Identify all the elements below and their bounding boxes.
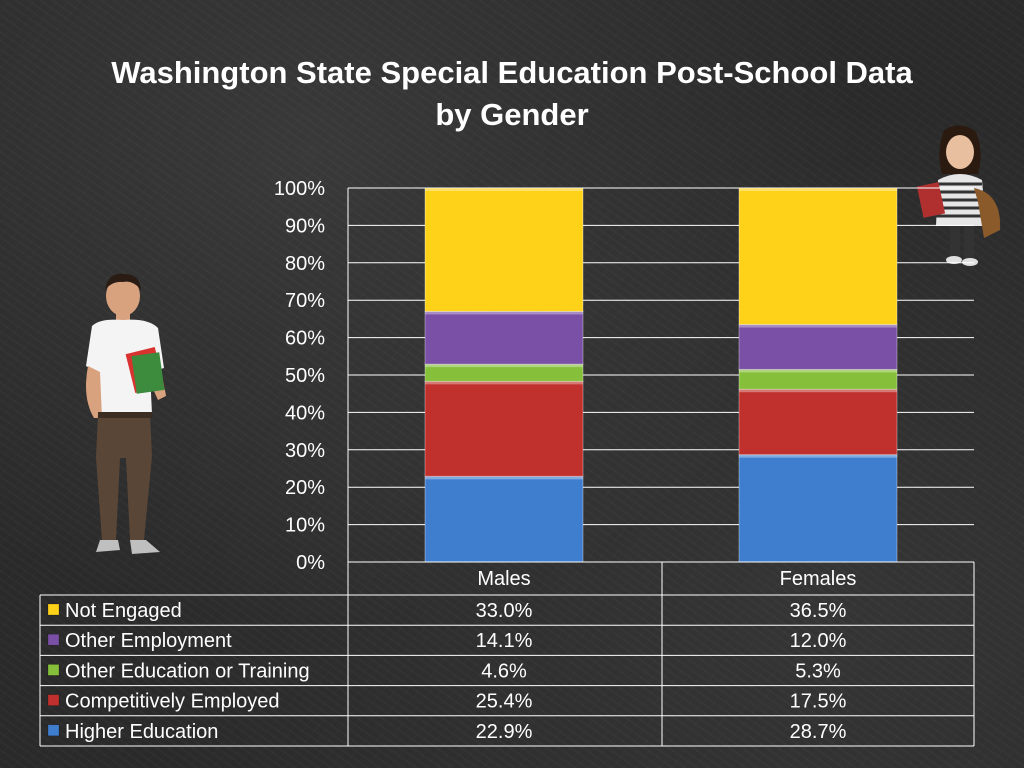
bar-segment-highlight: [739, 369, 897, 373]
bar-segment-highlight: [425, 381, 583, 385]
legend-series-name: Higher Education: [65, 721, 218, 743]
legend-swatch: [47, 724, 60, 737]
bar-segment: [738, 187, 898, 326]
y-tick-label: 50%: [285, 365, 325, 387]
y-tick-label: 80%: [285, 253, 325, 275]
y-tick-label: 90%: [285, 215, 325, 237]
chart-title-line-2: by Gender: [435, 97, 589, 132]
table-cell-value: 33.0%: [476, 600, 533, 622]
table-cell-value: 28.7%: [790, 721, 847, 743]
bar-segment: [424, 475, 584, 563]
data-table: Males Females Not Engaged 33.0% 36.5% Other E…: [39, 561, 975, 747]
bar-segment-highlight: [739, 454, 897, 458]
bar-segment: [424, 310, 584, 365]
legend-swatch: [47, 694, 60, 706]
bar-segment-highlight: [425, 476, 583, 480]
bar-segment-highlight: [739, 389, 897, 393]
bar-segment: [738, 454, 898, 563]
bar-segment-highlight: [425, 364, 583, 368]
bar-segment-highlight: [739, 188, 897, 191]
legend-series-name: Not Engaged: [65, 600, 182, 622]
table-cell-value: 36.5%: [790, 600, 847, 622]
y-tick-label: 60%: [285, 328, 325, 350]
bar-segment-highlight: [425, 311, 583, 315]
table-cell-value: 25.4%: [476, 691, 533, 713]
bar-segment-highlight: [739, 324, 897, 328]
table-cell-value: 22.9%: [476, 721, 533, 743]
bar-segment-highlight: [425, 188, 583, 191]
bar-segments: [424, 187, 898, 563]
table-cell-value: 12.0%: [790, 630, 847, 652]
bar-segment: [738, 324, 898, 370]
female-student-illustration: [916, 125, 1001, 266]
y-axis-tick-labels: 0% 10% 20% 30% 40% 50% 60% 70% 80% 90% 100%: [274, 178, 325, 574]
y-tick-label: 70%: [285, 290, 325, 312]
table-cell-value: 4.6%: [481, 660, 527, 682]
legend-series-name: Competitively Employed: [65, 691, 280, 713]
y-tick-label: 0%: [296, 552, 325, 574]
bar-segment: [424, 380, 584, 477]
legend-swatch: [47, 603, 60, 616]
y-tick-label: 40%: [285, 402, 325, 424]
y-tick-label: 100%: [274, 178, 325, 200]
chart-title: Washington State Special Education Post-…: [0, 52, 1024, 136]
legend-series-name: Other Education or Training: [65, 660, 310, 682]
bar-segment: [738, 388, 898, 456]
male-student-illustration: [86, 273, 166, 554]
y-tick-label: 20%: [285, 477, 325, 499]
legend-swatch: [47, 633, 60, 646]
legend-series-name: Other Employment: [65, 630, 232, 652]
legend-swatch: [47, 664, 60, 676]
table-cell-value: 17.5%: [790, 691, 847, 713]
category-label: Females: [780, 568, 857, 590]
category-label: Males: [477, 568, 530, 590]
y-tick-label: 10%: [285, 515, 325, 537]
table-cell-value: 14.1%: [476, 630, 533, 652]
y-tick-label: 30%: [285, 440, 325, 462]
table-cell-value: 5.3%: [795, 660, 841, 682]
chart-title-line-1: Washington State Special Education Post-…: [111, 55, 913, 90]
bar-segment: [424, 187, 584, 312]
